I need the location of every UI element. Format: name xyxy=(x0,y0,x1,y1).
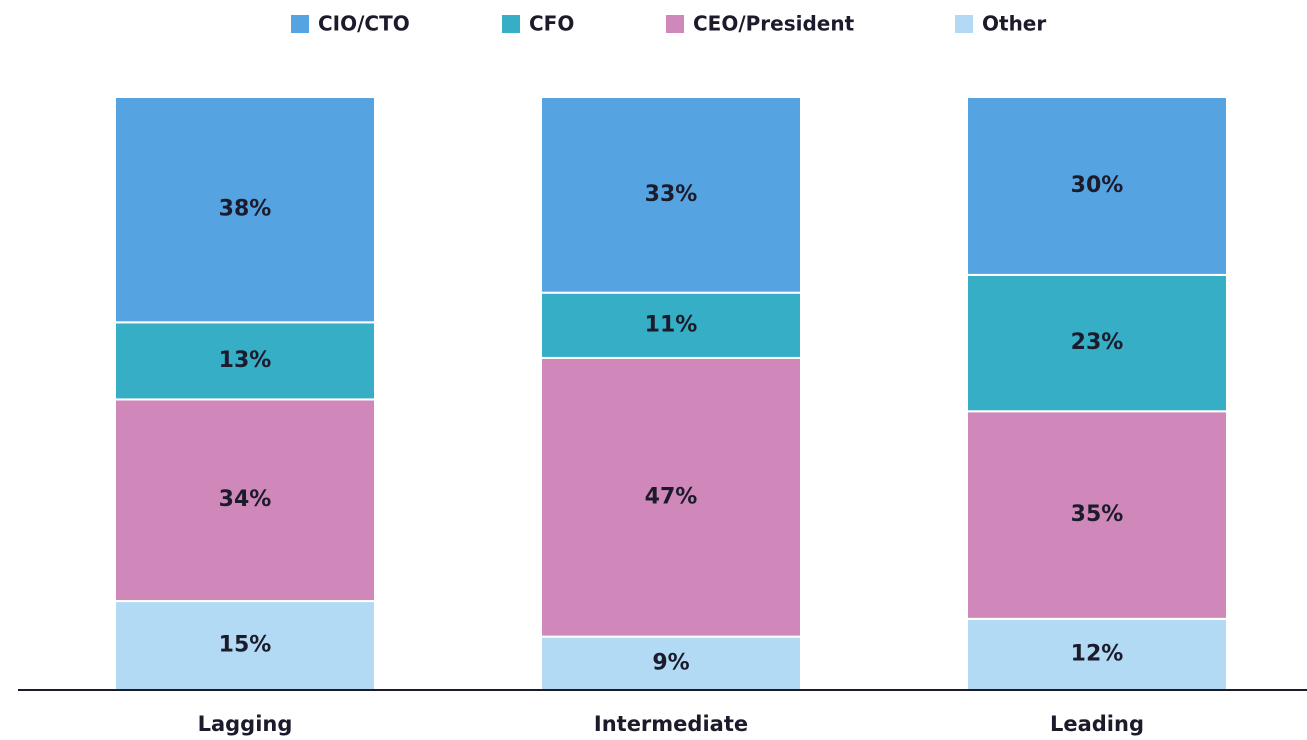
bar-segment xyxy=(540,356,802,638)
x-tick-label: Lagging xyxy=(198,712,293,736)
bar-segment xyxy=(114,398,376,603)
bar-segment xyxy=(114,600,376,691)
bar-segment xyxy=(966,410,1228,620)
value-label: 47% xyxy=(645,484,698,509)
bar-segment xyxy=(966,96,1228,276)
value-label: 11% xyxy=(645,312,698,337)
value-label: 23% xyxy=(1071,330,1124,355)
value-label: 33% xyxy=(645,182,698,207)
legend-text: CFO xyxy=(529,12,574,36)
value-label: 13% xyxy=(219,348,272,373)
x-tick-label: Leading xyxy=(1050,712,1144,736)
value-label: 12% xyxy=(1071,641,1124,666)
legend-text: CEO/President xyxy=(693,12,855,36)
legend-text: Other xyxy=(982,12,1046,36)
value-label: 34% xyxy=(219,487,272,512)
bar-segment xyxy=(114,96,376,324)
legend-text: CIO/CTO xyxy=(318,12,410,36)
value-label: 38% xyxy=(219,197,272,222)
value-label: 35% xyxy=(1071,502,1124,527)
bar-segment xyxy=(540,96,802,294)
legend-swatch xyxy=(502,15,520,33)
x-tick-label: Intermediate xyxy=(594,712,748,736)
legend-swatch xyxy=(291,15,309,33)
legend-swatch xyxy=(955,15,973,33)
value-label: 15% xyxy=(219,633,272,658)
value-label: 9% xyxy=(652,650,689,675)
legend-swatch xyxy=(666,15,684,33)
value-label: 30% xyxy=(1071,173,1124,198)
bar-segment xyxy=(966,273,1228,413)
bar-segment xyxy=(540,291,802,359)
